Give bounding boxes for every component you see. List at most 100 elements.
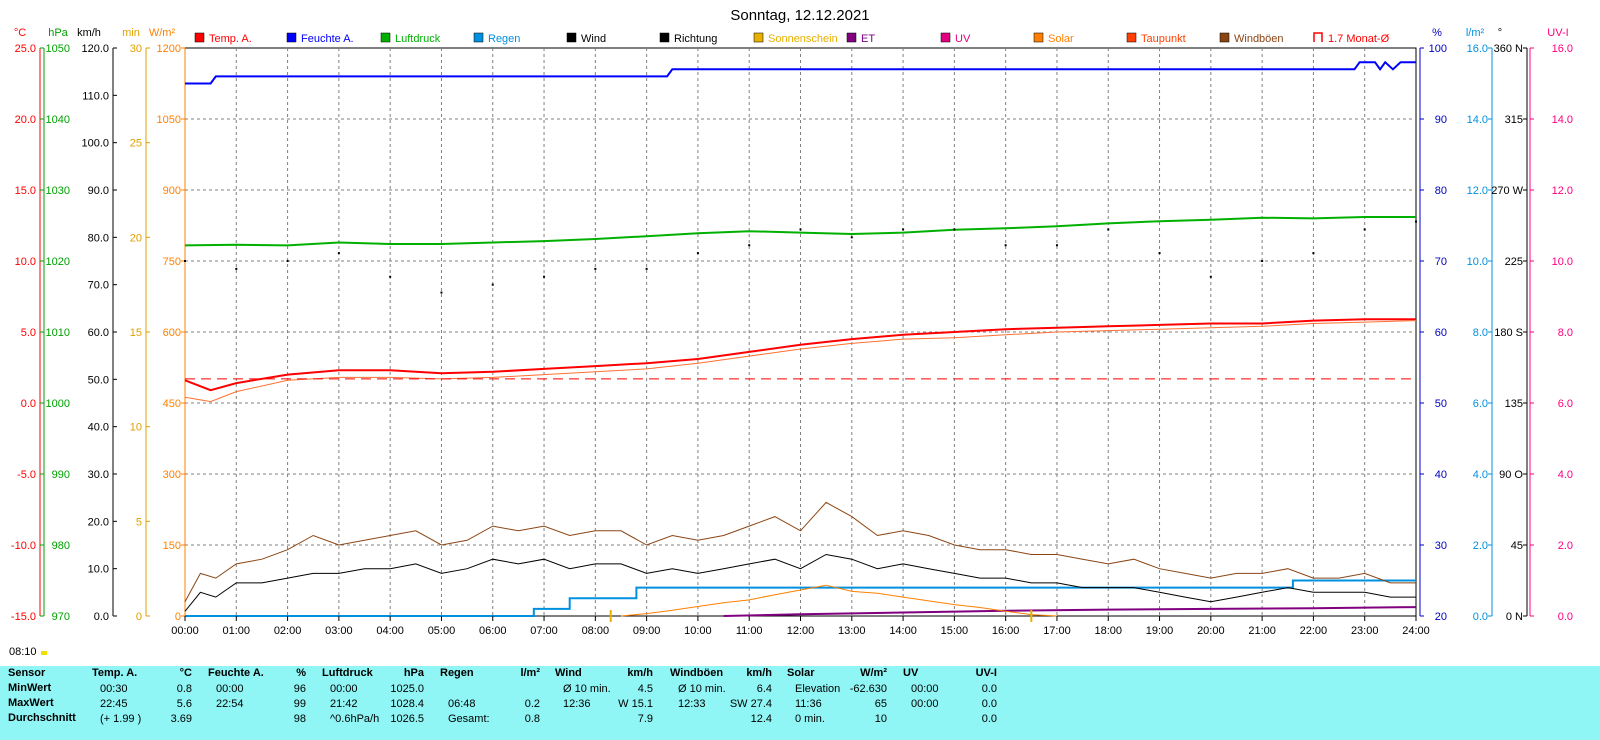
legend-swatch	[566, 32, 577, 43]
direction-point	[235, 267, 238, 270]
x-tick-label: 22:00	[1300, 625, 1328, 637]
legend-item: Feuchte A.	[286, 32, 354, 45]
stats-column: UV UV-I 00:00 0.0 00:00 0.0 0.0	[903, 666, 1003, 740]
x-tick-label: 12:00	[787, 625, 815, 637]
x-tick-label: 03:00	[325, 625, 353, 637]
tick-label: 300	[163, 469, 181, 481]
tick-label: 12.0	[1552, 185, 1573, 197]
legend-label: 1.7 Monat-Ø	[1328, 33, 1390, 45]
tick-label: 0	[175, 611, 181, 623]
legend-label: Sonnenschein	[768, 33, 838, 45]
legend-label: ET	[861, 33, 875, 45]
direction-point	[696, 252, 699, 255]
stats-column: Temp. A. °C 00:30 0.8 22:45 5.6 (+ 1.99 ) 3.69	[92, 666, 198, 740]
legend-label: Richtung	[674, 33, 717, 45]
tick-label: 150	[163, 540, 181, 552]
chart-title: Sonntag, 12.12.2021	[730, 7, 869, 24]
tick-label: 315	[1505, 114, 1523, 126]
direction-point	[1209, 275, 1212, 278]
stats-cell: Elevation -62.630	[795, 683, 887, 695]
tick-label: 980	[52, 540, 70, 552]
tick-label: 750	[163, 256, 181, 268]
tick-label: 20	[1435, 611, 1447, 623]
axis-unit: W/m²	[149, 27, 176, 39]
stats-column: Wind km/h Ø 10 min. 4.5 12:36 W 15.1 7.9	[555, 666, 659, 740]
tick-label: -5.0	[17, 469, 36, 481]
stats-header: Temp. A. °C	[92, 667, 192, 679]
legend-swatch	[1219, 32, 1230, 43]
axis-sunmin: 30 25 20 15 10 5 0 min	[122, 27, 150, 623]
x-axis: 00:00 01:00 02:00 03:00 04:00 05:00 06:00 07:00…	[171, 616, 1430, 637]
direction-point	[1004, 244, 1007, 247]
axis-uv: 16.0 14.0 12.0 10.0 8.0 6.0 4.0 2.0 0.0 UV-I	[1529, 27, 1573, 623]
legend-swatch	[286, 32, 297, 43]
grid	[184, 47, 1417, 617]
x-tick-label: 10:00	[684, 625, 712, 637]
legend-label: Temp. A.	[209, 33, 252, 45]
tick-label: 4.0	[1558, 469, 1573, 481]
timestamp: 08:10	[9, 646, 37, 658]
legend-label: Wind	[581, 33, 606, 45]
legend-label: Feuchte A.	[301, 33, 354, 45]
tick-label: 100	[1429, 43, 1447, 55]
direction-point	[491, 283, 494, 286]
tick-label: 60	[1435, 327, 1447, 339]
tick-label: 80	[1435, 185, 1447, 197]
stats-row-label: MaxWert	[8, 697, 54, 709]
legend-item: Solar	[1033, 32, 1074, 45]
series-richtung	[184, 220, 1417, 294]
direction-point	[1158, 252, 1161, 255]
tick-label: 360 N	[1494, 43, 1523, 55]
stats-header: Wind km/h	[555, 667, 653, 679]
stats-cell	[440, 682, 546, 697]
tick-label: -15.0	[11, 611, 36, 623]
legend-item: Sonnenschein	[753, 32, 838, 45]
statistics-panel: Sensor MinWert MaxWert Durchschnitt Temp. A.…	[0, 666, 1600, 740]
tick-label: 0.0	[1558, 611, 1573, 623]
legend-item: Wind	[566, 32, 606, 45]
tick-label: 30	[130, 43, 142, 55]
tick-label: 990	[52, 469, 70, 481]
axis-unit: °	[1498, 27, 1502, 39]
series-taupunkt	[184, 320, 1417, 403]
tick-label: 135	[1505, 398, 1523, 410]
tick-label: 1050	[157, 114, 181, 126]
stats-cell: 12:36 W 15.1	[563, 698, 653, 710]
direction-point	[902, 228, 905, 231]
axis-pressure: 1050 1040 1030 1020 1010 1000 990 980 970 hPa	[40, 27, 70, 623]
tick-label: 225	[1505, 256, 1523, 268]
stats-header: Luftdruck hPa	[322, 667, 424, 679]
x-tick-label: 17:00	[1043, 625, 1071, 637]
stats-column: Windböen km/h Ø 10 min. 6.4 12:33 SW 27.4 12.4	[670, 666, 778, 740]
tick-label: 1000	[46, 398, 70, 410]
tick-label: 970	[52, 611, 70, 623]
stats-cell: 7.9	[637, 713, 653, 725]
x-tick-label: 06:00	[479, 625, 507, 637]
direction-point	[389, 275, 392, 278]
x-tick-label: 09:00	[633, 625, 661, 637]
series-solar	[620, 584, 1058, 617]
x-tick-label: 19:00	[1146, 625, 1174, 637]
x-tick-label: 15:00	[941, 625, 969, 637]
direction-point	[1055, 244, 1058, 247]
tick-label: 90 O	[1499, 469, 1523, 481]
legend-item: 1.7 Monat-Ø	[1313, 32, 1390, 45]
stats-column: Luftdruck hPa 00:00 1025.0 21:42 1028.4 ^0.6hP…	[322, 666, 430, 740]
tick-label: 10.0	[88, 564, 109, 576]
legend-item: Taupunkt	[1126, 32, 1186, 45]
series-et	[723, 606, 1417, 617]
tick-label: 10	[130, 422, 142, 434]
tick-label: 1200	[157, 43, 181, 55]
x-tick-label: 01:00	[223, 625, 251, 637]
stats-column: Sensor MinWert MaxWert Durchschnitt	[8, 666, 88, 740]
legend-label: Luftdruck	[395, 33, 441, 45]
tick-label: 120.0	[81, 43, 109, 55]
tick-label: 0.0	[21, 398, 36, 410]
stats-cell: 00:00 96	[216, 683, 306, 695]
tick-label: 6.0	[1558, 398, 1573, 410]
stats-cell: 0 min. 10	[795, 713, 887, 725]
stats-cell: 00:00 0.0	[911, 683, 997, 695]
tick-label: 1020	[46, 256, 70, 268]
legend: Temp. A. Feuchte A. Luftdruck Regen Wind Rich…	[194, 32, 1390, 45]
tick-label: 1030	[46, 185, 70, 197]
